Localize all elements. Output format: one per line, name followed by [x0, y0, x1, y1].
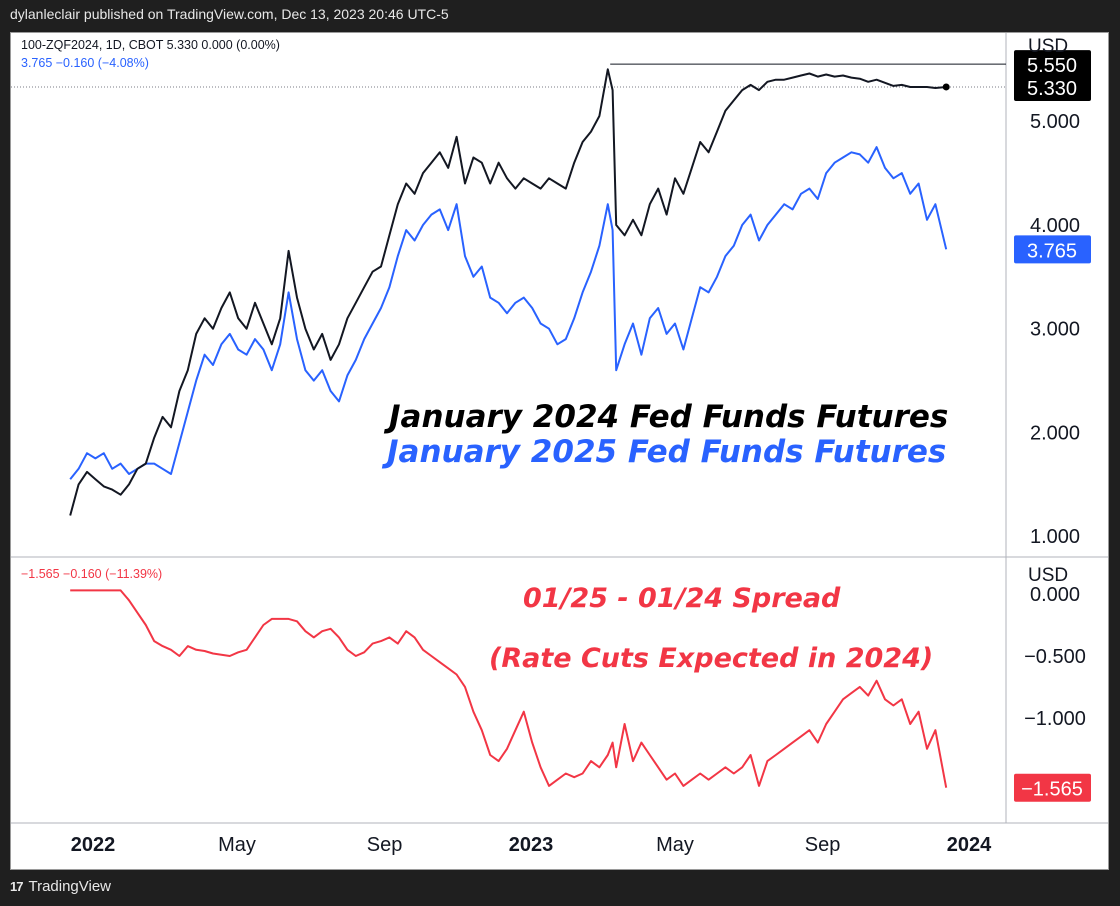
- time-axis-tick-label: 2022: [71, 834, 116, 856]
- price-axis-tick-label: 2.000: [1030, 422, 1080, 444]
- price-axis-tick-label: 4.000: [1030, 215, 1080, 237]
- time-axis-tick-label: May: [656, 834, 694, 856]
- value-3765-badge-label: 3.765: [1027, 240, 1077, 262]
- annotation-spread-subtitle: (Rate Cuts Expected in 2024): [489, 643, 934, 674]
- time-axis-tick-label: May: [218, 834, 256, 856]
- tradingview-logo-icon: 17: [10, 879, 24, 894]
- footer-brand[interactable]: 17 TradingView: [10, 878, 111, 895]
- footer-brand-label: TradingView: [28, 878, 112, 895]
- time-axis-tick-label: 2024: [947, 834, 992, 856]
- currency-label-top[interactable]: USD: [1028, 36, 1069, 57]
- value-3765-badge: [1014, 235, 1091, 264]
- value-5550-badge-label: 5.550: [1027, 55, 1077, 77]
- chart-svg: 1.000 2.000 3.000 4.000 5.000 0.000 −0.500 −1.0…: [11, 33, 1108, 856]
- spread-axis-tick-label: 0.000: [1030, 584, 1080, 606]
- series-line-jan2025: [69, 146, 948, 480]
- time-axis-tick-label: Sep: [367, 834, 403, 856]
- time-axis-tick-label: Sep: [805, 834, 841, 856]
- price-axis-tick-label: 5.000: [1030, 111, 1080, 133]
- series-line-spread: [70, 589, 948, 788]
- annotation-jan2025: January 2025 Fed Funds Futures: [387, 434, 947, 470]
- series-line-jan2024: [69, 68, 947, 516]
- price-axis-tick-label: 1.000: [1030, 526, 1080, 548]
- currency-label-bottom[interactable]: USD: [1028, 565, 1069, 586]
- spread-axis-tick-label: −1.000: [1024, 708, 1086, 730]
- chart-frame: 1.000 2.000 3.000 4.000 5.000 0.000 −0.500 −1.0…: [10, 32, 1109, 870]
- value-5330-badge-label: 5.330: [1027, 78, 1077, 100]
- legend-main-symbol[interactable]: 100-ZQF2024, 1D, CBOT 5.330 0.000 (0.00%…: [21, 38, 280, 52]
- last-point-marker: [942, 83, 950, 91]
- annotation-jan2024: January 2024 Fed Funds Futures: [389, 399, 949, 435]
- annotation-spread-title: 01/25 - 01/24 Spread: [523, 583, 841, 614]
- spread-axis-tick-label: −0.500: [1024, 646, 1086, 668]
- price-axis-tick-label: 3.000: [1030, 319, 1080, 341]
- legend-compare-symbol[interactable]: 3.765 −0.160 (−4.08%): [21, 56, 149, 70]
- legend-spread-symbol[interactable]: −1.565 −0.160 (−11.39%): [21, 567, 163, 581]
- value-spread-badge: [1014, 773, 1091, 802]
- publisher-line: dylanleclair published on TradingView.co…: [10, 6, 449, 22]
- value-spread-badge-label: −1.565: [1021, 779, 1083, 801]
- time-axis-tick-label: 2023: [509, 834, 554, 856]
- value-5330-badge: [1014, 72, 1091, 101]
- value-5550-badge: [1014, 50, 1091, 79]
